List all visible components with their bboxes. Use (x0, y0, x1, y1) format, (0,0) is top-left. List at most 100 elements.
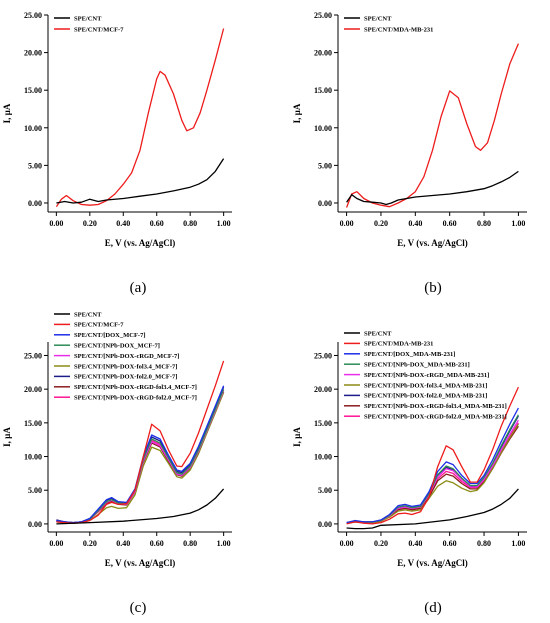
panel-label: (b) (424, 280, 442, 296)
series-line (346, 422, 519, 524)
legend-label: SPE/CNT/[NPb-DOX-fol2.0_MDA-MB-231] (364, 393, 487, 400)
x-tick-label: 0.40 (116, 539, 130, 548)
x-tick-label: 0.60 (443, 219, 457, 228)
panel-label: (d) (424, 600, 442, 616)
legend-label: SPE/CNT/[NPb-DOX-fol2.0_MCF-7] (74, 374, 177, 381)
y-axis-label: I, µA (292, 427, 302, 447)
x-tick-label: 0.20 (83, 219, 97, 228)
x-tick-label: 1.00 (217, 219, 231, 228)
x-tick-label: 0.00 (340, 219, 354, 228)
series-line (56, 390, 225, 524)
y-tick-label: 15.00 (314, 86, 332, 95)
x-tick-label: 0.80 (183, 539, 197, 548)
y-tick-label: 20.00 (314, 385, 332, 394)
legend-label: SPE/CNT/[NPb-DOX-cRGD-fol2.0_MDA-MB-231] (364, 414, 507, 421)
legend-label: SPE/CNT (74, 15, 102, 22)
x-tick-label: 0.80 (183, 219, 197, 228)
x-tick-label: 0.40 (408, 219, 422, 228)
series-line (56, 360, 225, 524)
chart-panel: 0.00 5.00 10.00 15.00 20.00 25.00 0.00 0.20 0.40… (2, 311, 232, 616)
y-tick-label: 25.00 (24, 11, 42, 20)
legend-label: SPE/CNT/MDA-MB-231 (364, 341, 433, 348)
x-tick-label: 0.80 (477, 539, 491, 548)
legend-label: SPE/CNT/[NPb-DOX_MCF-7] (74, 343, 160, 350)
legend-label: SPE/CNT/MCF-7 (74, 26, 124, 33)
series-line (56, 391, 225, 524)
legend-label: SPE/CNT (364, 15, 392, 22)
y-tick-label: 10.00 (24, 124, 42, 133)
chart-panel: 0.00 5.00 10.00 15.00 20.00 25.00 0.00 0.20 0.40… (292, 330, 527, 616)
y-tick-label: 10.00 (24, 453, 42, 462)
x-axis-label: E, V (vs. Ag/AgCl) (105, 238, 175, 248)
y-tick-label: 15.00 (24, 419, 42, 428)
legend: SPE/CNT SPE/CNT/MDA-MB-231 SPE/CNT/[DOX_MD… (344, 330, 507, 421)
series-line (56, 158, 225, 204)
y-tick-label: 20.00 (314, 49, 332, 58)
y-tick-label: 20.00 (24, 385, 42, 394)
x-tick-label: 1.00 (511, 219, 525, 228)
series-line (56, 392, 225, 524)
y-tick-label: 25.00 (24, 351, 42, 360)
x-tick-label: 0.20 (374, 539, 388, 548)
legend-label: SPE/CNT/[DOX_MCF-7] (74, 332, 146, 339)
legend-label: SPE/CNT/[NPb-DOX-cRGD-fol2.0_MCF-7] (74, 395, 197, 402)
x-axis-label: E, V (vs. Ag/AgCl) (397, 238, 467, 248)
y-tick-label: 25.00 (314, 351, 332, 360)
legend-label: SPE/CNT/[NPb-DOX-cRGD_MDA-MB-231] (364, 372, 489, 379)
y-tick-label: 25.00 (314, 11, 332, 20)
series-line (346, 423, 519, 524)
x-tick-label: 1.00 (511, 539, 525, 548)
chart-panel: 0.00 5.00 10.00 15.00 20.00 25.00 0.00 0.20 0.40… (2, 11, 232, 296)
legend: SPE/CNT SPE/CNT/MCF-7 (54, 15, 124, 33)
x-tick-label: 0.40 (408, 539, 422, 548)
legend-label: SPE/CNT/MDA-MB-231 (364, 26, 433, 33)
y-tick-label: 0.00 (318, 520, 332, 529)
legend-label: SPE/CNT/[NPb-DOX-fol3.4_MCF-7] (74, 363, 177, 370)
legend-label: SPE/CNT (364, 330, 392, 337)
y-tick-label: 5.00 (28, 161, 42, 170)
panel-label: (a) (130, 280, 147, 296)
series-line (56, 389, 225, 524)
legend-label: SPE/CNT/MCF-7 (74, 322, 124, 329)
legend: SPE/CNT SPE/CNT/MDA-MB-231 (344, 15, 433, 33)
series-line (346, 488, 519, 530)
x-tick-label: 0.00 (49, 219, 63, 228)
x-tick-label: 1.00 (217, 539, 231, 548)
x-tick-label: 0.20 (374, 219, 388, 228)
x-tick-label: 0.60 (443, 539, 457, 548)
legend-label: SPE/CNT/[NPb-DOX-fol3.4_MDA-MB-231] (364, 382, 487, 389)
x-axis-label: E, V (vs. Ag/AgCl) (397, 558, 467, 568)
x-tick-label: 0.20 (83, 539, 97, 548)
series-line (345, 43, 519, 208)
series-line (346, 386, 519, 525)
y-axis-label: I, µA (2, 427, 12, 447)
legend-label: SPE/CNT/[NPb-DOX-cRGD-fol3.4_MCF-7] (74, 384, 197, 391)
legend-label: SPE/CNT/[NPb-DOX_MDA-MB-231] (364, 362, 470, 369)
y-tick-label: 5.00 (318, 161, 332, 170)
y-tick-label: 0.00 (318, 199, 332, 208)
x-tick-label: 0.80 (477, 219, 491, 228)
chart-panel: 0.00 5.00 10.00 15.00 20.00 25.00 0.00 0.20 0.40… (292, 11, 527, 296)
x-tick-label: 0.60 (150, 219, 164, 228)
x-tick-label: 0.00 (340, 539, 354, 548)
y-tick-label: 5.00 (28, 486, 42, 495)
y-tick-label: 0.00 (28, 520, 42, 529)
y-tick-label: 20.00 (24, 49, 42, 58)
y-tick-label: 10.00 (314, 453, 332, 462)
x-tick-label: 0.60 (150, 539, 164, 548)
y-axis-label: I, µA (292, 103, 302, 123)
series-line (56, 488, 225, 525)
y-tick-label: 15.00 (314, 419, 332, 428)
x-tick-label: 0.00 (49, 539, 63, 548)
legend-label: SPE/CNT/[NPb-DOX-cRGD-fol3.4_MDA-MB-231] (364, 403, 507, 410)
x-axis-label: E, V (vs. Ag/AgCl) (105, 558, 175, 568)
legend: SPE/CNT SPE/CNT/MCF-7 SPE/CNT/[DOX_MCF-7] S… (54, 311, 197, 402)
panel-label: (c) (130, 600, 147, 616)
y-tick-label: 15.00 (24, 86, 42, 95)
series-line (346, 419, 519, 524)
legend-label: SPE/CNT/[NPb-DOX-cRGD_MCF-7] (74, 353, 179, 360)
legend-label: SPE/CNT (74, 311, 102, 318)
y-tick-label: 10.00 (314, 124, 332, 133)
y-tick-label: 0.00 (28, 199, 42, 208)
